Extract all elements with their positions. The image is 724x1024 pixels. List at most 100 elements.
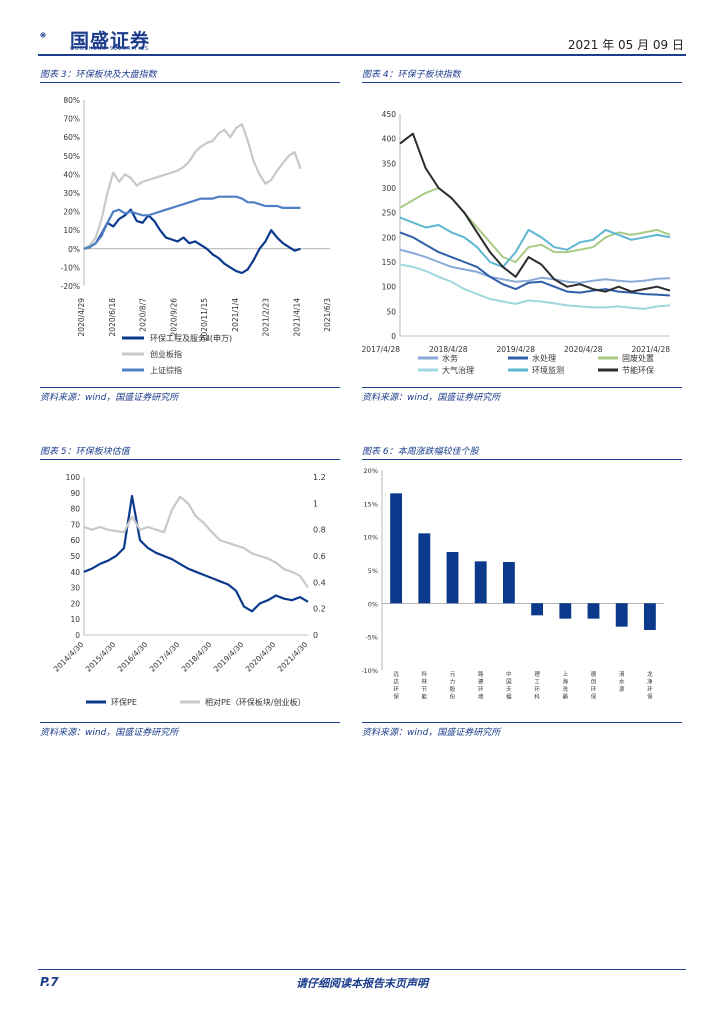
x-tick-label: 2020/8/7 bbox=[139, 298, 148, 332]
y-tick-label: 30 bbox=[70, 584, 80, 593]
page-number: P.7 bbox=[40, 975, 59, 989]
y-tick-label: 250 bbox=[382, 209, 397, 218]
bar-清水源 bbox=[615, 603, 628, 627]
bar-龙净环保 bbox=[643, 603, 656, 630]
y-tick-label: -10% bbox=[61, 263, 80, 272]
bar-中国天楹 bbox=[502, 562, 515, 604]
y-tick-label: 50% bbox=[63, 152, 80, 161]
fig3-chart: 80% 70% 60% 50% 40% 30% 20% 10% 0% -10% -20% 2020/4… bbox=[61, 96, 332, 375]
legend-label: 环境监测 bbox=[532, 365, 564, 375]
y-tick-label: 15% bbox=[364, 500, 378, 508]
y2-tick-label: 0 bbox=[313, 631, 318, 640]
y2-tick-label: 0.6 bbox=[313, 552, 326, 561]
x-tick-label: 2021/4/30 bbox=[276, 640, 310, 674]
y-tick-label: 100 bbox=[66, 473, 81, 482]
series-line-环境监测 bbox=[399, 216, 671, 268]
x-tick-label: 2021/4/28 bbox=[632, 345, 671, 354]
y-tick-label: 10 bbox=[70, 615, 80, 624]
series-line-相对PE（环保板块/创业板） bbox=[83, 495, 309, 589]
y-tick-label: -20% bbox=[61, 282, 80, 291]
y2-tick-label: 0.4 bbox=[313, 578, 326, 587]
category-label: 元力股份 bbox=[450, 671, 456, 701]
bar-上海洗霸 bbox=[559, 603, 572, 619]
series-line-水处理 bbox=[399, 231, 671, 297]
legend-label: 环保PE bbox=[111, 697, 137, 707]
y-tick-label: 200 bbox=[382, 233, 397, 242]
x-tick-label: 2020/4/28 bbox=[564, 345, 603, 354]
footer-rule bbox=[38, 969, 686, 970]
legend-label: 节能环保 bbox=[622, 365, 654, 375]
fig5-source-rule bbox=[40, 722, 340, 723]
fig4-source-rule bbox=[362, 387, 682, 388]
y-tick-label: 350 bbox=[382, 159, 397, 168]
x-tick-label: 2018/4/28 bbox=[429, 345, 468, 354]
fig6-title: 图表 6：本周涨跌幅较佳个股 bbox=[362, 447, 479, 457]
x-tick-label: 2014/4/30 bbox=[52, 640, 86, 674]
y-tick-label: 20% bbox=[63, 208, 80, 217]
x-tick-label: 2020/11/15 bbox=[200, 298, 209, 341]
y2-tick-label: 0.8 bbox=[313, 526, 326, 535]
category-label: 远达环保 bbox=[393, 670, 399, 701]
x-tick-label: 2021/4/14 bbox=[292, 298, 301, 337]
x-tick-label: 2021/2/23 bbox=[262, 298, 271, 337]
bar-科林节能 bbox=[418, 533, 431, 604]
y-tick-label: 80 bbox=[70, 505, 80, 514]
legend-label: 水务 bbox=[442, 353, 458, 363]
legend-label: 上证综指 bbox=[150, 365, 182, 375]
fig4-source: 资料来源：wind，国盛证券研究所 bbox=[362, 393, 501, 403]
fig6-source-rule bbox=[362, 722, 682, 723]
fig3-source: 资料来源：wind，国盛证券研究所 bbox=[40, 393, 179, 403]
x-tick-label: 2020/6/18 bbox=[108, 298, 117, 337]
y-tick-label: 300 bbox=[382, 184, 397, 193]
legend-label: 固废处置 bbox=[622, 353, 654, 363]
x-tick-label: 2020/4/29 bbox=[77, 298, 86, 337]
category-label: 理工环科 bbox=[534, 671, 540, 701]
series-line-大气治理 bbox=[399, 263, 671, 310]
series-line-水务 bbox=[399, 248, 671, 284]
y-tick-label: 10% bbox=[364, 534, 378, 542]
y-tick-label: 0% bbox=[368, 600, 378, 608]
y-tick-label: 0 bbox=[391, 332, 396, 341]
fig3-source-rule bbox=[40, 387, 340, 388]
series-line-创业板指 bbox=[83, 123, 302, 250]
y-tick-label: 70% bbox=[63, 115, 80, 124]
fig5-source: 资料来源：wind，国盛证券研究所 bbox=[40, 728, 179, 738]
y-tick-label: 450 bbox=[382, 110, 397, 119]
y-tick-label: 40% bbox=[63, 170, 80, 179]
company-name: 国盛证券 bbox=[70, 30, 151, 52]
y-tick-label: 20% bbox=[364, 467, 378, 475]
y-tick-label: 40 bbox=[70, 568, 80, 577]
legend-label: 相对PE（环保板块/创业板） bbox=[205, 697, 306, 707]
y-tick-label: 50 bbox=[70, 552, 80, 561]
company-name-en: GUOSHENG SECURITIES bbox=[70, 46, 150, 52]
legend-label: 环保工程及服务Ⅱ(申万) bbox=[150, 333, 232, 343]
legend-label: 大气治理 bbox=[442, 365, 474, 375]
bar-德创环保 bbox=[587, 603, 600, 619]
y2-tick-label: 1.2 bbox=[313, 473, 326, 482]
y-tick-label: 0 bbox=[75, 631, 80, 640]
fig5-title-rule bbox=[40, 459, 340, 460]
y-tick-label: 50 bbox=[386, 307, 396, 316]
category-label: 路德环境 bbox=[478, 670, 484, 701]
category-label: 龙净环保 bbox=[647, 670, 653, 701]
legend-label: 创业板指 bbox=[150, 349, 182, 359]
report-date: 2021 年 05 月 09 日 bbox=[567, 38, 684, 52]
fig5-title: 图表 5：环保板块估值 bbox=[40, 447, 130, 457]
category-label: 德创环保 bbox=[591, 670, 597, 701]
y-tick-label: 90 bbox=[70, 489, 80, 498]
fig6-chart: 20% 15% 10% 5% 0% -5% -10% 远达环保 科林节能 元力股份 路德环境 中国天楹… bbox=[362, 467, 664, 701]
x-tick-label: 2017/4/28 bbox=[362, 345, 400, 354]
y2-tick-label: 1 bbox=[313, 499, 318, 508]
x-tick-label: 2019/4/30 bbox=[212, 640, 246, 674]
fig6-title-rule bbox=[362, 459, 682, 460]
category-label: 上海洗霸 bbox=[563, 670, 569, 701]
header-rule bbox=[38, 54, 686, 56]
bar-元力股份 bbox=[446, 552, 459, 604]
y-tick-label: 60 bbox=[70, 536, 80, 545]
y-tick-label: 30% bbox=[63, 189, 80, 198]
fig4-chart: 450 400 350 300 250 200 150 100 50 0 2017/4/28 2018… bbox=[362, 110, 671, 375]
x-tick-label: 2015/4/30 bbox=[84, 640, 118, 674]
y-tick-label: 400 bbox=[382, 135, 397, 144]
y-tick-label: 150 bbox=[382, 258, 397, 267]
y-tick-label: 20 bbox=[70, 599, 80, 608]
